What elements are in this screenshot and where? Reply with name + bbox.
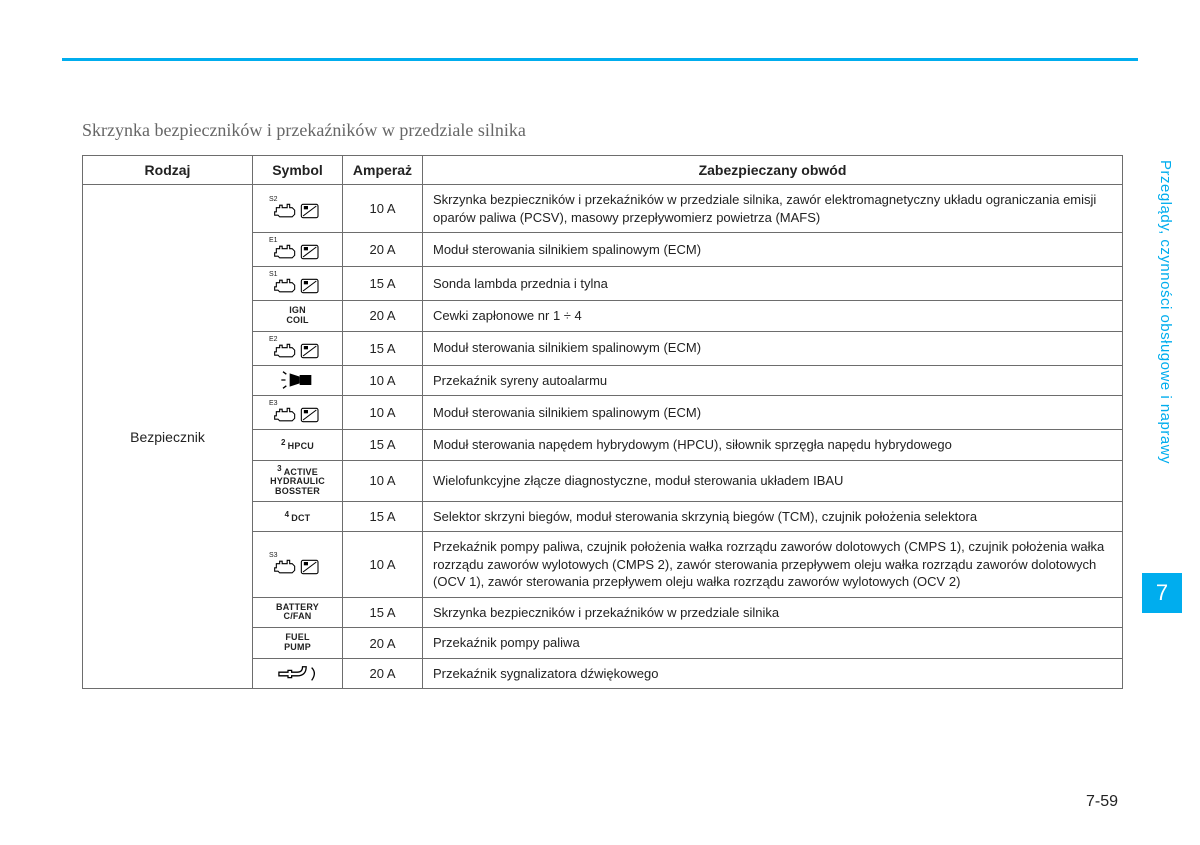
- desc-cell: Przekaźnik pompy paliwa: [423, 628, 1123, 659]
- symbol-text: IGNCOIL: [286, 306, 308, 325]
- amper-cell: 10 A: [343, 532, 423, 598]
- desc-cell: Wielofunkcyjne złącze diagnostyczne, mod…: [423, 460, 1123, 501]
- amper-cell: 15 A: [343, 501, 423, 532]
- symbol-text: 3ACTIVEHYDRAULICBOSSTER: [270, 465, 325, 496]
- amper-cell: 15 A: [343, 267, 423, 301]
- symbol-superscript: 3: [277, 464, 282, 473]
- desc-cell: Cewki zapłonowe nr 1 ÷ 4: [423, 301, 1123, 332]
- symbol-cell: 3ACTIVEHYDRAULICBOSSTER: [253, 460, 343, 501]
- symbol-cell: E3: [253, 396, 343, 430]
- symbol-cell: 2HPCU: [253, 430, 343, 461]
- symbol-text: BATTERYC/FAN: [276, 603, 319, 622]
- manual-page: Skrzynka bezpieczników i przekaźników w …: [0, 0, 1200, 845]
- symbol-cell: [253, 365, 343, 396]
- amper-cell: 20 A: [343, 658, 423, 689]
- desc-cell: Przekaźnik syreny autoalarmu: [423, 365, 1123, 396]
- top-rule: [62, 58, 1138, 61]
- symbol-cell: FUELPUMP: [253, 628, 343, 659]
- engine-ecu-icon: [271, 201, 325, 221]
- content-area: Skrzynka bezpieczników i przekaźników w …: [82, 120, 1122, 689]
- symbol-cell: E2: [253, 331, 343, 365]
- symbol-text: FUELPUMP: [284, 633, 311, 652]
- desc-cell: Moduł sterowania silnikiem spalinowym (E…: [423, 396, 1123, 430]
- desc-cell: Skrzynka bezpieczników i przekaźników w …: [423, 185, 1123, 233]
- amper-cell: 20 A: [343, 628, 423, 659]
- desc-cell: Przekaźnik pompy paliwa, czujnik położen…: [423, 532, 1123, 598]
- fuse-table: Rodzaj Symbol Amperaż Zabezpieczany obwó…: [82, 155, 1123, 689]
- symbol-cell: E1: [253, 233, 343, 267]
- th-symbol: Symbol: [253, 156, 343, 185]
- page-number: 7-59: [1086, 793, 1118, 811]
- th-amper: Amperaż: [343, 156, 423, 185]
- engine-ecu-icon: [271, 242, 325, 262]
- amper-cell: 10 A: [343, 185, 423, 233]
- amper-cell: 10 A: [343, 396, 423, 430]
- section-title: Skrzynka bezpieczników i przekaźników w …: [82, 120, 1122, 141]
- desc-cell: Skrzynka bezpieczników i przekaźników w …: [423, 597, 1123, 628]
- symbol-cell: 4DCT: [253, 501, 343, 532]
- symbol-cell: IGNCOIL: [253, 301, 343, 332]
- desc-cell: Moduł sterowania silnikiem spalinowym (E…: [423, 233, 1123, 267]
- symbol-cell: S1: [253, 267, 343, 301]
- side-chapter-title: Przeglądy, czynności obsługowe i naprawy: [1157, 160, 1174, 464]
- symbol-cell: S3: [253, 532, 343, 598]
- th-rodzaj: Rodzaj: [83, 156, 253, 185]
- engine-ecu-icon: [271, 276, 325, 296]
- engine-ecu-icon: [271, 341, 325, 361]
- desc-cell: Przekaźnik sygnalizatora dźwiękowego: [423, 658, 1123, 689]
- amper-cell: 15 A: [343, 430, 423, 461]
- siren-icon: [280, 370, 316, 390]
- th-desc: Zabezpieczany obwód: [423, 156, 1123, 185]
- amper-cell: 10 A: [343, 460, 423, 501]
- horn-icon: [275, 664, 321, 684]
- side-chapter-tab: 7: [1142, 573, 1182, 613]
- engine-ecu-icon: [271, 557, 325, 577]
- desc-cell: Moduł sterowania silnikiem spalinowym (E…: [423, 331, 1123, 365]
- amper-cell: 10 A: [343, 365, 423, 396]
- table-row: BezpiecznikS210 ASkrzynka bezpieczników …: [83, 185, 1123, 233]
- amper-cell: 20 A: [343, 233, 423, 267]
- table-header-row: Rodzaj Symbol Amperaż Zabezpieczany obwó…: [83, 156, 1123, 185]
- desc-cell: Moduł sterowania napędem hybrydowym (HPC…: [423, 430, 1123, 461]
- symbol-cell: [253, 658, 343, 689]
- engine-ecu-icon: [271, 405, 325, 425]
- symbol-superscript: 2: [281, 438, 286, 447]
- symbol-superscript: 4: [285, 510, 290, 519]
- symbol-cell: S2: [253, 185, 343, 233]
- desc-cell: Sonda lambda przednia i tylna: [423, 267, 1123, 301]
- rodzaj-cell: Bezpiecznik: [83, 185, 253, 689]
- desc-cell: Selektor skrzyni biegów, moduł sterowani…: [423, 501, 1123, 532]
- amper-cell: 15 A: [343, 331, 423, 365]
- symbol-text: 4DCT: [285, 511, 311, 523]
- symbol-text: 2HPCU: [281, 439, 314, 451]
- amper-cell: 15 A: [343, 597, 423, 628]
- amper-cell: 20 A: [343, 301, 423, 332]
- symbol-cell: BATTERYC/FAN: [253, 597, 343, 628]
